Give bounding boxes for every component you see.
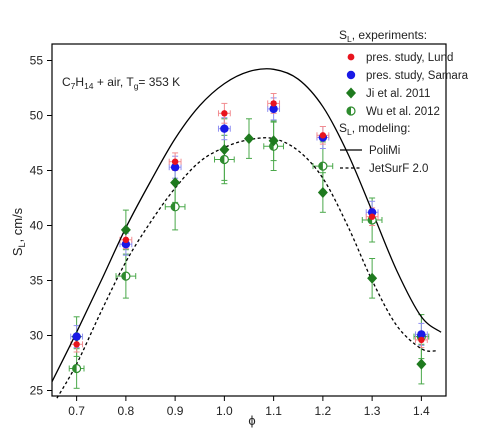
legend-marker-ji [346, 87, 356, 99]
x-axis-title: ϕ [248, 413, 255, 428]
legend-label-jetsurf: JetSurF 2.0 [369, 163, 428, 175]
x-tick-label: 1.0 [216, 404, 233, 418]
point-wu-et-al-2012-half [121, 272, 126, 281]
y-tick-label: 55 [30, 54, 44, 68]
plot-frame-rect [51, 43, 447, 397]
point-pres-study-lund [368, 213, 376, 220]
point-wu-et-al-2012-half [220, 155, 225, 164]
point-wu-et-al-2012 [318, 161, 328, 171]
point-pres-study-samara [220, 124, 229, 133]
point-pres-study-lund [171, 158, 179, 165]
x-tick-label: 0.9 [167, 404, 184, 418]
legend-label-samara: pres. study, Samara [366, 70, 469, 82]
y-axis-title: SL, cm/s [10, 207, 27, 256]
plot-frame [51, 43, 447, 397]
x-tick-label: 1.3 [364, 404, 381, 418]
point-pres-study-samara [170, 163, 180, 172]
curve-jetsurf-2-0 [56, 137, 437, 399]
legend-marker-lund [347, 53, 355, 61]
y-tick-label: 50 [30, 109, 44, 123]
point-ji-et-al-2011 [268, 135, 279, 147]
legend-marker-samara [346, 70, 356, 80]
point-ji-et-al-2011 [244, 133, 254, 145]
legend-header-experiments: SL, experiments: [339, 28, 427, 44]
point-wu-et-al-2012-half [318, 162, 323, 171]
legend-label-lund: pres. study, Lund [366, 52, 453, 64]
x-tick-label: 1.1 [265, 404, 282, 418]
x-tick-label: 1.2 [315, 404, 332, 418]
curve-polimi [51, 68, 442, 382]
legend-header-modeling: SL, modeling: [339, 121, 410, 137]
legend-label-ji: Ji et al. 2011 [366, 88, 430, 100]
point-ji-et-al-2011 [170, 177, 181, 189]
x-tick-label: 1.4 [413, 404, 430, 418]
point-pres-study-samara [269, 104, 278, 114]
data-markers [71, 100, 427, 374]
point-ji-et-al-2011 [120, 224, 131, 236]
point-wu-et-al-2012-half [171, 202, 176, 211]
x-tick-label: 0.8 [118, 404, 135, 418]
point-pres-study-lund [221, 110, 228, 117]
legend-label-polimi: PoliMi [369, 145, 400, 157]
legend-marker-wu [346, 106, 356, 116]
point-wu-et-al-2012-half [72, 364, 77, 373]
legend: SL, experiments: pres. study, Lund pres.… [339, 28, 469, 175]
point-pres-study-lund [122, 236, 130, 243]
y-tick-label: 35 [30, 274, 44, 288]
axis-ticks: 0.7 0.8 0.9 1.0 1.1 1.2 1.3 1.4 25 30 35 40 45 50 55 [30, 54, 430, 419]
point-pres-study-samara [72, 332, 81, 341]
y-tick-label: 40 [30, 219, 44, 233]
model-curves [51, 68, 442, 399]
y-tick-label: 45 [30, 164, 44, 178]
point-pres-study-lund [73, 341, 80, 348]
point-pres-study-lund [319, 132, 327, 139]
point-ji-et-al-2011 [416, 358, 427, 370]
legend-label-wu: Wu et al. 2012 [366, 106, 440, 118]
y-tick-label: 25 [30, 384, 44, 398]
point-pres-study-samara [417, 330, 426, 339]
y-tick-label: 30 [30, 329, 44, 343]
point-wu-et-al-2012 [219, 154, 229, 165]
conditions-annotation: C7H14 + air, Tg= 353 K [62, 75, 180, 91]
x-tick-label: 0.7 [68, 404, 85, 418]
point-ji-et-al-2011 [219, 144, 230, 156]
point-wu-et-al-2012 [121, 271, 131, 281]
point-ji-et-al-2011 [317, 187, 328, 198]
point-ji-et-al-2011 [367, 272, 378, 284]
point-pres-study-lund [270, 100, 277, 107]
point-pres-study-lund [418, 336, 425, 344]
point-wu-et-al-2012 [170, 202, 180, 212]
point-wu-et-al-2012 [72, 363, 82, 374]
